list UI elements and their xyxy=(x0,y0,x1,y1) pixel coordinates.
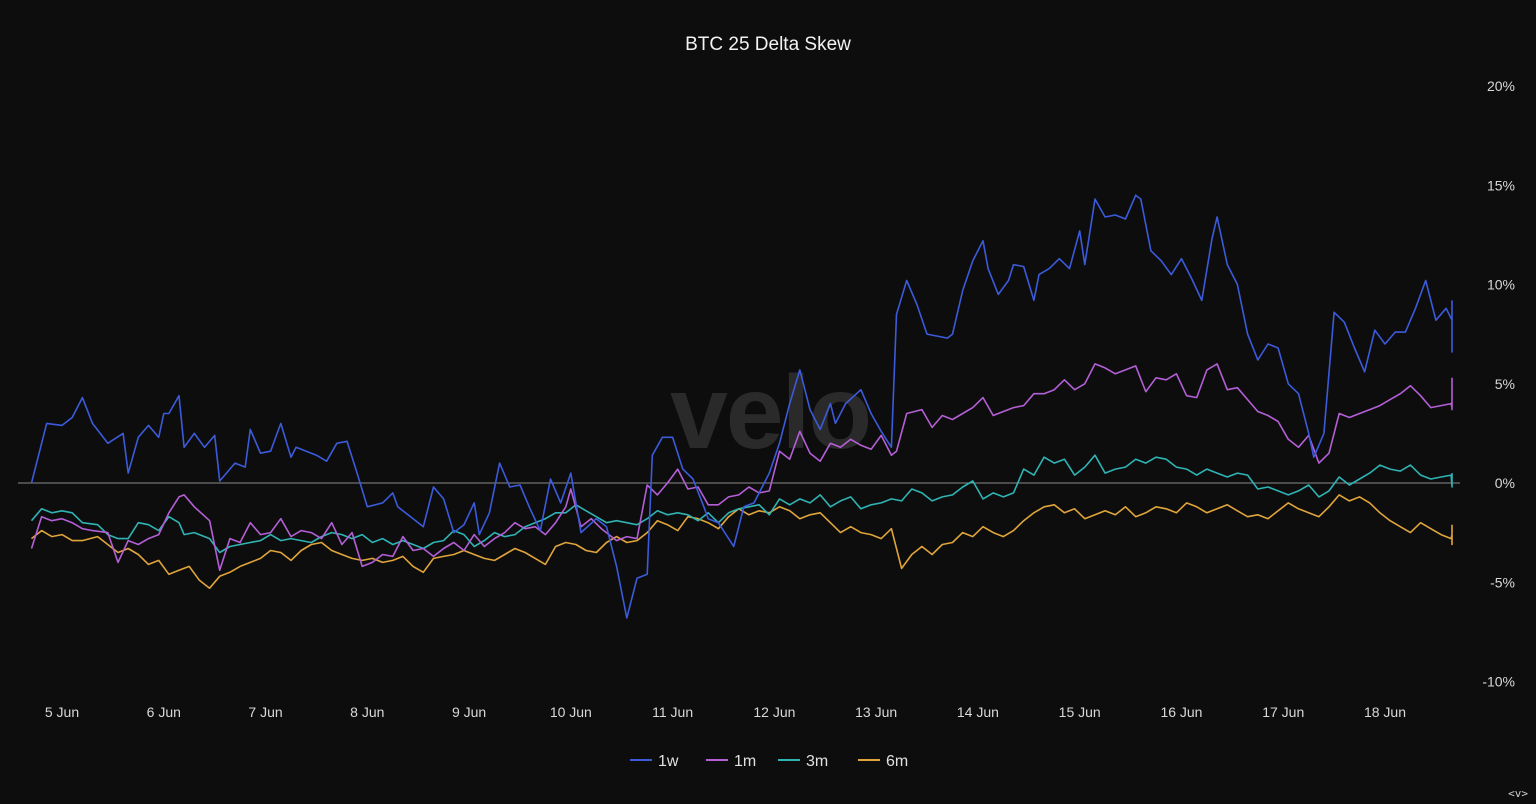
x-tick-label: 18 Jun xyxy=(1364,704,1406,720)
x-tick-label: 16 Jun xyxy=(1160,704,1202,720)
legend-label: 1w xyxy=(658,753,679,770)
y-tick-label: -5% xyxy=(1490,574,1515,590)
y-tick-label: -10% xyxy=(1482,674,1515,690)
x-tick-label: 15 Jun xyxy=(1059,704,1101,720)
x-tick-label: 11 Jun xyxy=(652,704,693,720)
series-line-1w xyxy=(30,194,1453,619)
y-tick-label: 10% xyxy=(1487,277,1515,293)
series-line-6m xyxy=(31,494,1453,590)
x-tick-label: 9 Jun xyxy=(452,704,486,720)
x-tick-label: 17 Jun xyxy=(1262,704,1304,720)
legend-label: 1m xyxy=(734,753,756,770)
y-tick-label: 20% xyxy=(1487,78,1515,94)
chevron-nav-icon[interactable]: <v> xyxy=(1508,787,1528,800)
legend-item-1m[interactable]: 1m xyxy=(706,753,756,770)
x-tick-label: 10 Jun xyxy=(550,704,592,720)
x-axis: 5 Jun 6 Jun 7 Jun 8 Jun 9 Jun 10 Jun 11 Jun 12 … xyxy=(45,704,1406,720)
chart-title: BTC 25 Delta Skew xyxy=(685,34,851,55)
legend-item-1w[interactable]: 1w xyxy=(630,753,679,770)
x-tick-label: 5 Jun xyxy=(45,704,79,720)
x-tick-label: 14 Jun xyxy=(957,704,999,720)
series-line-3m xyxy=(30,454,1453,554)
series-layer xyxy=(30,194,1453,619)
y-tick-label: 15% xyxy=(1487,177,1515,193)
y-tick-label: 0% xyxy=(1495,475,1515,491)
x-tick-label: 13 Jun xyxy=(855,704,897,720)
watermark-logo: velo xyxy=(670,355,870,471)
y-axis: 20% 15% 10% 5% 0% -5% -10% xyxy=(1482,78,1515,690)
legend-label: 6m xyxy=(886,753,908,770)
x-tick-label: 6 Jun xyxy=(147,704,181,720)
y-tick-label: 5% xyxy=(1495,376,1515,392)
legend-label: 3m xyxy=(806,753,828,770)
x-tick-label: 12 Jun xyxy=(753,704,795,720)
legend: 1w 1m 3m 6m xyxy=(630,753,908,770)
x-tick-label: 8 Jun xyxy=(350,704,384,720)
series-line-1m xyxy=(30,363,1453,572)
legend-item-6m[interactable]: 6m xyxy=(858,753,908,770)
x-tick-label: 7 Jun xyxy=(248,704,282,720)
legend-item-3m[interactable]: 3m xyxy=(778,753,828,770)
